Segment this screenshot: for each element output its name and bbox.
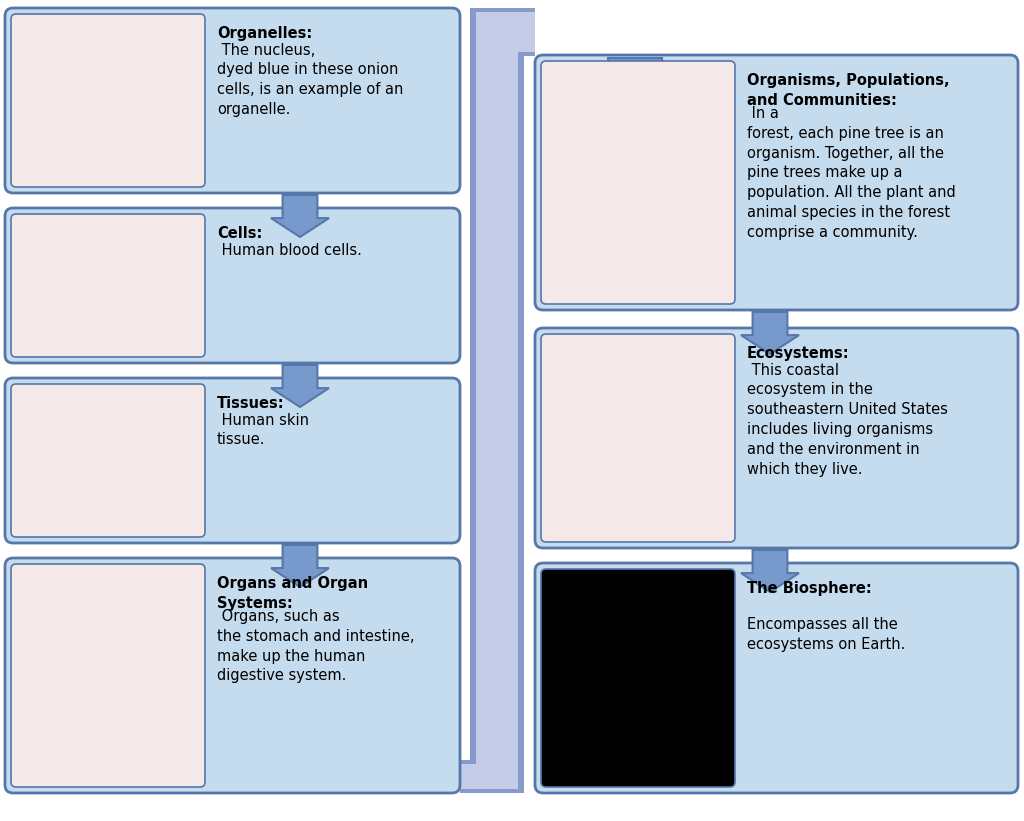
Text: The Biosphere:: The Biosphere: bbox=[746, 581, 871, 596]
Bar bbox=[476, 12, 518, 789]
FancyBboxPatch shape bbox=[535, 563, 1018, 793]
FancyBboxPatch shape bbox=[11, 14, 205, 187]
FancyBboxPatch shape bbox=[5, 378, 460, 543]
FancyBboxPatch shape bbox=[541, 334, 735, 542]
Bar bbox=[460, 760, 524, 793]
FancyBboxPatch shape bbox=[5, 558, 460, 793]
Bar bbox=[470, 8, 524, 793]
FancyBboxPatch shape bbox=[5, 8, 460, 193]
FancyBboxPatch shape bbox=[541, 61, 735, 304]
Bar bbox=[470, 8, 535, 56]
FancyBboxPatch shape bbox=[11, 384, 205, 537]
Text: In a
forest, each pine tree is an
organism. Together, all the
pine trees make up: In a forest, each pine tree is an organi… bbox=[746, 106, 955, 240]
FancyBboxPatch shape bbox=[535, 328, 1018, 548]
FancyBboxPatch shape bbox=[11, 214, 205, 357]
Text: Organs and Organ
Systems:: Organs and Organ Systems: bbox=[217, 576, 368, 611]
Polygon shape bbox=[741, 550, 799, 592]
FancyBboxPatch shape bbox=[11, 564, 205, 787]
Polygon shape bbox=[271, 545, 329, 587]
Bar bbox=[460, 764, 518, 789]
Text: Human skin
tissue.: Human skin tissue. bbox=[217, 412, 309, 447]
Polygon shape bbox=[271, 365, 329, 407]
Text: This coastal
ecosystem in the
southeastern United States
includes living organis: This coastal ecosystem in the southeaste… bbox=[746, 363, 948, 476]
Text: Organelles:: Organelles: bbox=[217, 26, 312, 41]
FancyBboxPatch shape bbox=[535, 55, 1018, 310]
Text: Tissues:: Tissues: bbox=[217, 396, 285, 411]
Text: Encompasses all the
ecosystems on Earth.: Encompasses all the ecosystems on Earth. bbox=[746, 598, 905, 652]
Text: Human blood cells.: Human blood cells. bbox=[217, 242, 361, 258]
Polygon shape bbox=[741, 312, 799, 354]
Bar bbox=[476, 12, 535, 52]
Text: Organs, such as
the stomach and intestine,
make up the human
digestive system.: Organs, such as the stomach and intestin… bbox=[217, 609, 415, 683]
FancyBboxPatch shape bbox=[5, 208, 460, 363]
FancyBboxPatch shape bbox=[541, 569, 735, 787]
Text: The nucleus,
dyed blue in these onion
cells, is an example of an
organelle.: The nucleus, dyed blue in these onion ce… bbox=[217, 43, 403, 117]
Text: Organisms, Populations,
and Communities:: Organisms, Populations, and Communities: bbox=[746, 73, 949, 108]
Polygon shape bbox=[590, 58, 680, 116]
Text: Cells:: Cells: bbox=[217, 226, 262, 241]
Text: Ecosystems:: Ecosystems: bbox=[746, 346, 850, 361]
Polygon shape bbox=[271, 195, 329, 237]
